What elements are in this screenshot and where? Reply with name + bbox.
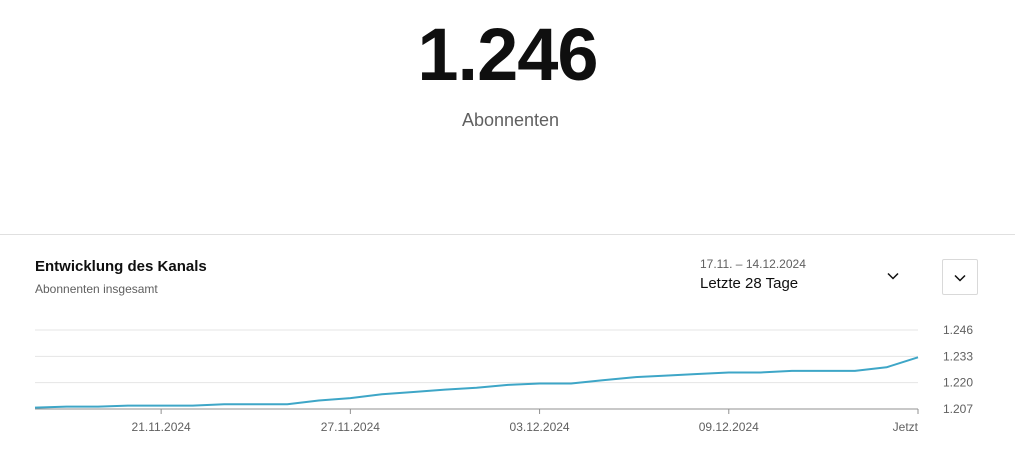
y-tick-label: 1.233 — [943, 349, 973, 363]
card-title: Entwicklung des Kanals — [35, 258, 207, 275]
series-line — [34, 356, 919, 409]
y-tick-label: 1.246 — [943, 323, 973, 337]
x-tick-label: 27.11.2024 — [321, 420, 380, 434]
date-range-text: 17.11. – 14.12.2024 — [700, 257, 806, 271]
chart-options-button[interactable] — [942, 259, 978, 295]
subscriber-count-label: Abonnenten — [461, 110, 560, 130]
y-tick-label: 1.207 — [943, 402, 973, 416]
chevron-down-icon — [887, 272, 899, 280]
date-range-selector[interactable]: 17.11. – 14.12.2024 Letzte 28 Tage — [700, 254, 910, 298]
x-tick-label: Jetzt — [893, 420, 919, 434]
subscriber-count: 1.246 — [417, 13, 598, 96]
subscriber-summary: 1.246 Abonnenten — [417, 13, 598, 130]
card-subtitle: Abonnenten insgesamt — [35, 282, 158, 296]
section-divider — [0, 234, 1015, 235]
x-tick-label: 21.11.2024 — [132, 420, 191, 434]
subscriber-line-chart: 1.207 1.220 1.233 1.246 21.11.2024 27.11.2024… — [34, 323, 973, 434]
x-tick-label: 03.12.2024 — [510, 420, 570, 434]
x-tick-label: 09.12.2024 — [699, 420, 759, 434]
y-tick-label: 1.220 — [943, 376, 973, 390]
chevron-down-icon — [954, 274, 966, 282]
date-period-text: Letzte 28 Tage — [700, 275, 799, 292]
